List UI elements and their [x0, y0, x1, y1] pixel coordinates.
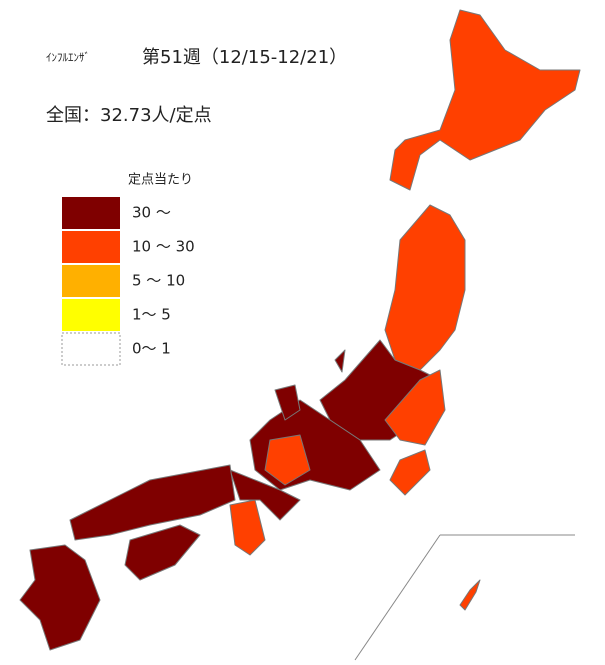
chugoku	[69, 464, 236, 541]
inset-border	[354, 534, 441, 661]
tohoku	[384, 204, 466, 371]
legend-label: 30 ～	[132, 204, 171, 222]
disease-name: ｲﾝﾌﾙｴﾝｻﾞ	[46, 51, 90, 64]
okinawa	[459, 579, 481, 611]
kinki	[229, 469, 301, 521]
kyushu	[19, 544, 101, 651]
legend-label: 1～ 5	[132, 306, 171, 324]
shikoku	[124, 524, 201, 581]
gifu	[264, 434, 311, 486]
legend-swatch	[62, 197, 120, 229]
legend-label: 10 ～ 30	[132, 238, 195, 256]
legend-swatch	[62, 299, 120, 331]
chiba	[389, 449, 431, 496]
kanto	[384, 369, 446, 446]
sado	[334, 349, 346, 373]
legend-title: 定点当たり	[128, 173, 193, 188]
legend-swatch	[61, 332, 121, 366]
legend-swatch	[62, 231, 120, 263]
legend-label: 5 ～ 10	[132, 272, 185, 290]
week-title: 第51週（12/15-12/21）	[142, 47, 347, 68]
legend-label: 0～ 1	[132, 340, 171, 358]
map	[19, 9, 581, 661]
national-rate: 全国：32.73人/定点	[46, 105, 212, 126]
noto	[274, 384, 301, 421]
hokkaido	[389, 9, 581, 191]
legend-swatch	[62, 265, 120, 297]
legend: 30 ～ 10 ～ 30 5 ～ 10 1～ 5 0～ 1	[61, 197, 195, 366]
kii	[229, 499, 266, 556]
